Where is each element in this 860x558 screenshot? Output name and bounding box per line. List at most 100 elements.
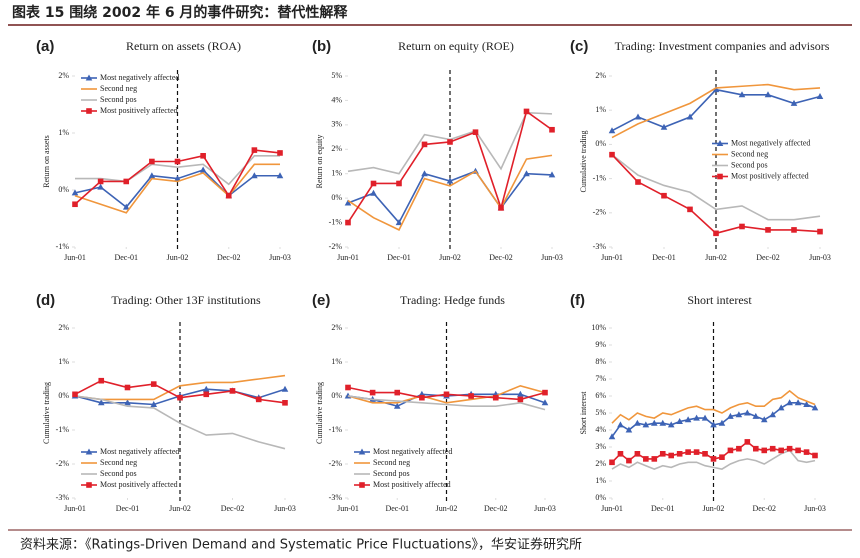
legend-label: Second neg <box>100 458 137 467</box>
x-tick-label: Jun-01 <box>601 253 623 262</box>
panel-title: Trading: Investment companies and adviso… <box>615 39 830 53</box>
marker <box>282 400 288 406</box>
marker <box>777 404 785 411</box>
legend-label: Second pos <box>373 469 410 478</box>
marker <box>761 447 768 454</box>
x-tick-label: Jun-02 <box>169 504 191 513</box>
legend-marker <box>86 482 92 488</box>
marker <box>812 452 818 459</box>
marker <box>548 171 556 178</box>
marker <box>370 189 377 196</box>
marker <box>174 175 181 182</box>
marker <box>713 230 719 237</box>
marker <box>769 445 776 452</box>
marker <box>443 391 450 398</box>
y-tick-label: -1% <box>56 425 70 434</box>
y-axis-label: Short interest <box>579 391 588 435</box>
marker <box>736 445 742 452</box>
marker <box>517 390 524 397</box>
y-tick-label: 5% <box>595 408 606 417</box>
marker <box>710 456 717 462</box>
page-title: 图表 15 围绕 2002 年 6 月的事件研究：替代性解释 <box>12 4 348 21</box>
marker <box>71 189 79 196</box>
x-tick-label: Jun-02 <box>705 253 727 262</box>
series-line <box>74 395 286 450</box>
y-tick-label: 6% <box>595 391 606 400</box>
marker <box>642 421 650 428</box>
x-tick-label: Jun-03 <box>541 253 563 262</box>
marker <box>517 396 524 403</box>
marker <box>710 421 717 428</box>
marker <box>523 170 530 177</box>
marker <box>345 219 351 226</box>
x-tick-label: Jun-02 <box>703 504 725 513</box>
y-tick-label: 10% <box>591 323 606 332</box>
marker <box>760 416 768 423</box>
y-tick-label: 2% <box>58 323 69 332</box>
legend-label: Second neg <box>731 149 768 158</box>
marker <box>634 419 641 426</box>
marker <box>251 172 258 179</box>
x-tick-label: Dec-01 <box>652 253 676 262</box>
marker <box>97 183 104 190</box>
marker <box>718 419 726 426</box>
marker <box>744 409 751 416</box>
marker <box>735 411 743 418</box>
series-line <box>611 449 816 470</box>
panel-title: Short interest <box>687 293 752 307</box>
y-tick-label: -2% <box>329 459 343 468</box>
marker <box>727 412 734 419</box>
marker <box>650 419 658 426</box>
y-tick-label: 0% <box>331 391 342 400</box>
marker <box>702 451 708 457</box>
marker <box>122 203 130 210</box>
marker <box>634 451 641 457</box>
marker <box>542 389 548 396</box>
marker <box>752 412 760 419</box>
marker <box>229 388 236 394</box>
x-tick-label: Dec-01 <box>651 504 675 513</box>
marker <box>609 151 615 158</box>
panel-label: (f) <box>570 292 585 309</box>
legend-marker <box>86 108 92 114</box>
y-tick-label: -1% <box>329 217 343 226</box>
x-tick-label: Jun-02 <box>439 253 461 262</box>
marker <box>803 449 810 455</box>
x-tick-label: Dec-01 <box>387 253 411 262</box>
x-tick-label: Jun-03 <box>534 504 556 513</box>
x-tick-label: Dec-02 <box>756 253 780 262</box>
marker <box>617 451 624 457</box>
x-tick-label: Jun-03 <box>809 253 831 262</box>
marker <box>345 384 351 391</box>
marker <box>786 445 793 452</box>
y-tick-label: 1% <box>595 476 606 485</box>
panel-title: Return on assets (ROA) <box>126 39 241 53</box>
marker <box>98 377 105 384</box>
x-tick-label: Jun-03 <box>269 253 291 262</box>
marker <box>203 391 210 398</box>
series-line <box>611 88 821 132</box>
marker <box>791 227 797 233</box>
marker <box>685 449 691 455</box>
y-tick-label: 4% <box>595 425 606 434</box>
x-tick-label: Jun-01 <box>64 253 86 262</box>
legend-label: Second pos <box>100 469 137 478</box>
series-line <box>611 154 821 221</box>
y-tick-label: -1% <box>56 242 70 251</box>
legend-label: Most negatively affected <box>100 73 179 82</box>
series-line <box>74 163 280 214</box>
y-tick-label: -1% <box>593 173 607 182</box>
marker <box>549 126 555 133</box>
legend-label: Most positively affected <box>100 106 178 115</box>
x-tick-label: Jun-01 <box>64 504 86 513</box>
y-axis-label: Cumulative trading <box>315 382 324 444</box>
x-tick-label: Dec-01 <box>116 504 140 513</box>
x-tick-label: Dec-02 <box>489 253 513 262</box>
marker <box>150 381 157 387</box>
marker <box>277 150 283 156</box>
marker <box>794 399 802 406</box>
marker <box>396 180 402 187</box>
marker <box>174 158 181 165</box>
marker <box>738 91 746 98</box>
